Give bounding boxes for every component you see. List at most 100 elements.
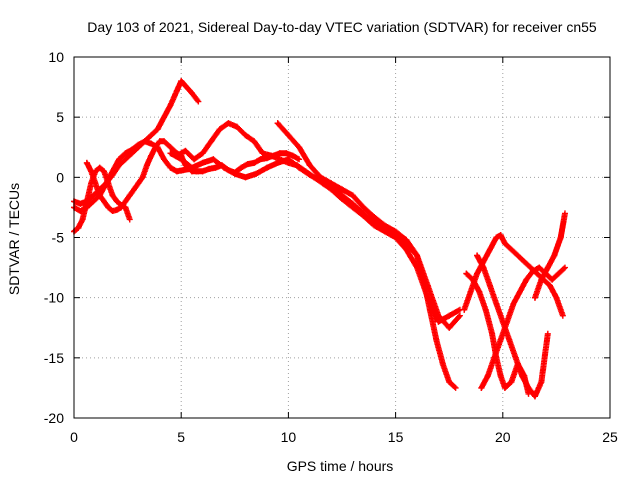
data-point	[199, 159, 206, 166]
data-point	[519, 372, 526, 379]
data-point	[508, 378, 515, 385]
data-point	[446, 324, 453, 331]
data-point	[557, 234, 564, 241]
data-point	[83, 204, 90, 211]
y-tick-label: -10	[44, 290, 64, 306]
chart-title: Day 103 of 2021, Sidereal Day-to-day VTE…	[87, 19, 597, 35]
data-point	[523, 276, 530, 283]
data-point	[109, 168, 116, 175]
data-point	[109, 208, 116, 215]
y-tick-label: -20	[44, 410, 64, 426]
data-point	[414, 252, 421, 259]
data-point	[263, 164, 270, 171]
data-point	[527, 264, 534, 271]
data-point	[225, 120, 232, 127]
data-point	[238, 164, 245, 171]
data-series-track-3	[83, 138, 202, 215]
data-point	[529, 268, 536, 275]
data-point	[274, 159, 281, 166]
data-point	[143, 162, 150, 169]
data-point	[182, 82, 189, 89]
data-point	[259, 150, 266, 157]
data-point	[253, 170, 260, 177]
data-point	[113, 206, 120, 213]
data-point	[538, 378, 545, 385]
y-tick-label: 5	[56, 109, 64, 125]
data-point	[96, 164, 103, 171]
data-point	[135, 141, 142, 148]
data-point	[512, 354, 519, 361]
data-point	[296, 144, 303, 151]
data-point	[131, 186, 138, 193]
data-point	[167, 102, 174, 109]
data-point	[285, 132, 292, 139]
data-point	[122, 198, 129, 205]
data-point	[251, 138, 258, 145]
data-point	[122, 156, 129, 163]
data-series-track-11	[474, 252, 551, 400]
data-point	[339, 186, 345, 193]
data-point	[371, 214, 378, 221]
data-point	[199, 150, 206, 157]
data-point	[544, 264, 551, 271]
data-point	[433, 336, 440, 343]
data-point	[113, 198, 120, 205]
data-point	[497, 232, 504, 239]
data-point	[317, 174, 324, 181]
data-point	[173, 87, 180, 94]
data-point	[403, 236, 410, 243]
data-point	[501, 240, 508, 247]
data-point	[77, 200, 84, 207]
data-point	[178, 78, 185, 85]
data-point	[489, 330, 496, 337]
data-point	[167, 144, 174, 151]
data-point	[559, 312, 566, 319]
data-point	[493, 300, 500, 307]
data-point	[296, 164, 303, 171]
data-point	[101, 198, 108, 205]
tick-layer: 0 5 10 15 20 25 -20 -15 -10 -5 0 5 10	[44, 49, 618, 445]
data-point	[105, 204, 112, 211]
y-tick-label: -15	[44, 350, 64, 366]
data-point	[242, 132, 249, 139]
y-tick-label: 10	[48, 49, 64, 65]
x-tick-label: 10	[281, 429, 297, 445]
data-point	[188, 164, 195, 171]
data-point	[360, 204, 367, 211]
data-point	[257, 156, 264, 163]
data-point	[521, 258, 528, 265]
data-point	[173, 168, 180, 175]
data-point	[210, 156, 217, 163]
data-point	[546, 282, 553, 289]
data-point	[549, 276, 556, 283]
data-point	[109, 192, 116, 199]
data-point	[476, 288, 483, 295]
data-point	[435, 312, 442, 319]
data-point	[349, 200, 356, 207]
data-point	[83, 159, 90, 166]
data-point	[510, 300, 517, 307]
data-point	[508, 246, 515, 253]
data-point	[96, 192, 103, 199]
data-point	[497, 336, 504, 343]
data-point	[199, 168, 206, 175]
x-tick-label: 5	[177, 429, 185, 445]
data-point	[478, 384, 485, 391]
data-point	[339, 192, 345, 199]
data-point	[90, 198, 97, 205]
data-point	[381, 222, 388, 229]
data-point	[148, 152, 155, 159]
y-axis-label: SDTVAR / TECUs	[6, 183, 22, 295]
data-point	[154, 126, 161, 133]
data-point	[128, 146, 135, 153]
data-point	[525, 384, 532, 391]
data-point	[208, 138, 215, 145]
data-point	[426, 306, 433, 313]
data-point	[446, 312, 453, 319]
data-point	[79, 216, 86, 223]
data-point	[216, 126, 223, 133]
data-point	[531, 393, 538, 400]
data-point	[92, 180, 99, 187]
data-point	[484, 372, 491, 379]
data-point	[126, 192, 133, 199]
